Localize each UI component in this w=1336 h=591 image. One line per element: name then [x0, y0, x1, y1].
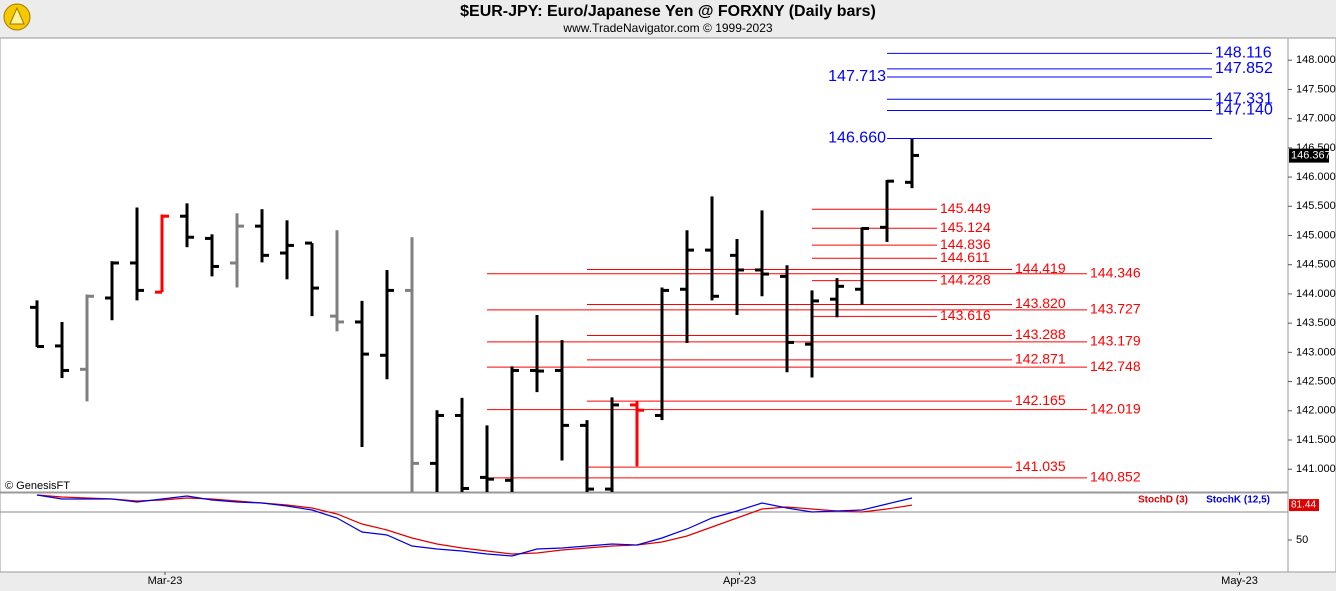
- level-label: 143.179: [1090, 333, 1141, 349]
- last-price-label: 146.367: [1291, 150, 1331, 162]
- level-label: 147.713: [828, 68, 886, 85]
- level-label: 148.116: [1215, 45, 1272, 62]
- last-value-box: [1289, 499, 1319, 512]
- level-label: 144.228: [940, 271, 991, 287]
- level-label: 144.346: [1090, 264, 1141, 280]
- y-tick-label: 142.500: [1296, 375, 1336, 387]
- level-label: 144.836: [940, 236, 991, 252]
- level-label: 147.140: [1215, 102, 1273, 119]
- level-label: 141.035: [1015, 458, 1066, 474]
- level-label: 145.124: [940, 219, 991, 235]
- y-tick-label: 146.000: [1296, 171, 1336, 183]
- level-label: 147.331: [1215, 91, 1273, 108]
- last-value-label: 81.44: [1291, 500, 1316, 511]
- y-tick-label: 142.000: [1296, 405, 1336, 417]
- level-label: 143.288: [1015, 326, 1066, 342]
- y-tick-label: 144.500: [1296, 259, 1336, 271]
- x-tick-label: Apr-23: [723, 575, 756, 587]
- y-tick-label: 148.000: [1296, 54, 1336, 66]
- level-label: 146.660: [828, 130, 886, 147]
- y-tick-label: 145.000: [1296, 229, 1336, 241]
- y-tick-label: 145.500: [1296, 200, 1336, 212]
- level-label: 144.419: [1015, 260, 1066, 276]
- y-tick-label: 143.000: [1296, 346, 1336, 358]
- y-tick-label: 141.500: [1296, 434, 1336, 446]
- y-tick-label: 144.000: [1296, 288, 1336, 300]
- level-label: 145.449: [940, 200, 991, 216]
- level-label: 142.019: [1090, 400, 1141, 416]
- level-label: 142.165: [1015, 392, 1066, 408]
- credit: © GenesisFT: [5, 480, 70, 492]
- y-tick-label: 50: [1296, 534, 1308, 546]
- y-tick-label: 147.000: [1296, 113, 1336, 125]
- y-tick-label: 141.000: [1296, 463, 1336, 475]
- x-tick-label: May-23: [1221, 575, 1258, 587]
- stoch-panel: [0, 492, 1289, 573]
- axis-panel: [1287, 37, 1336, 573]
- stoch-line: [36, 494, 913, 555]
- level-label: 143.616: [940, 307, 991, 323]
- chart-title: $EUR-JPY: Euro/Japanese Yen @ FORXNY (Da…: [460, 3, 876, 20]
- stoch-plot: [36, 494, 913, 557]
- level-label: 142.871: [1015, 351, 1066, 367]
- y-tick-label: 147.500: [1296, 83, 1336, 95]
- level-label: 144.611: [940, 249, 990, 265]
- level-label: 143.820: [1015, 295, 1066, 311]
- last-price-box: [1289, 148, 1329, 163]
- x-tick-label: Mar-23: [148, 575, 183, 587]
- stoch-line: [36, 494, 913, 557]
- level-label: 147.852: [1215, 60, 1273, 77]
- level-label: 140.852: [1090, 469, 1141, 485]
- level-label: 142.748: [1090, 358, 1141, 374]
- logo: [3, 3, 31, 31]
- legend-entry: StochD (3): [1138, 495, 1188, 506]
- legend-entry: StochK (12,5): [1206, 495, 1270, 506]
- level-label: 143.727: [1090, 301, 1141, 317]
- chart-subtitle: www.TradeNavigator.com © 1999-2023: [562, 21, 772, 35]
- y-tick-label: 143.500: [1296, 317, 1336, 329]
